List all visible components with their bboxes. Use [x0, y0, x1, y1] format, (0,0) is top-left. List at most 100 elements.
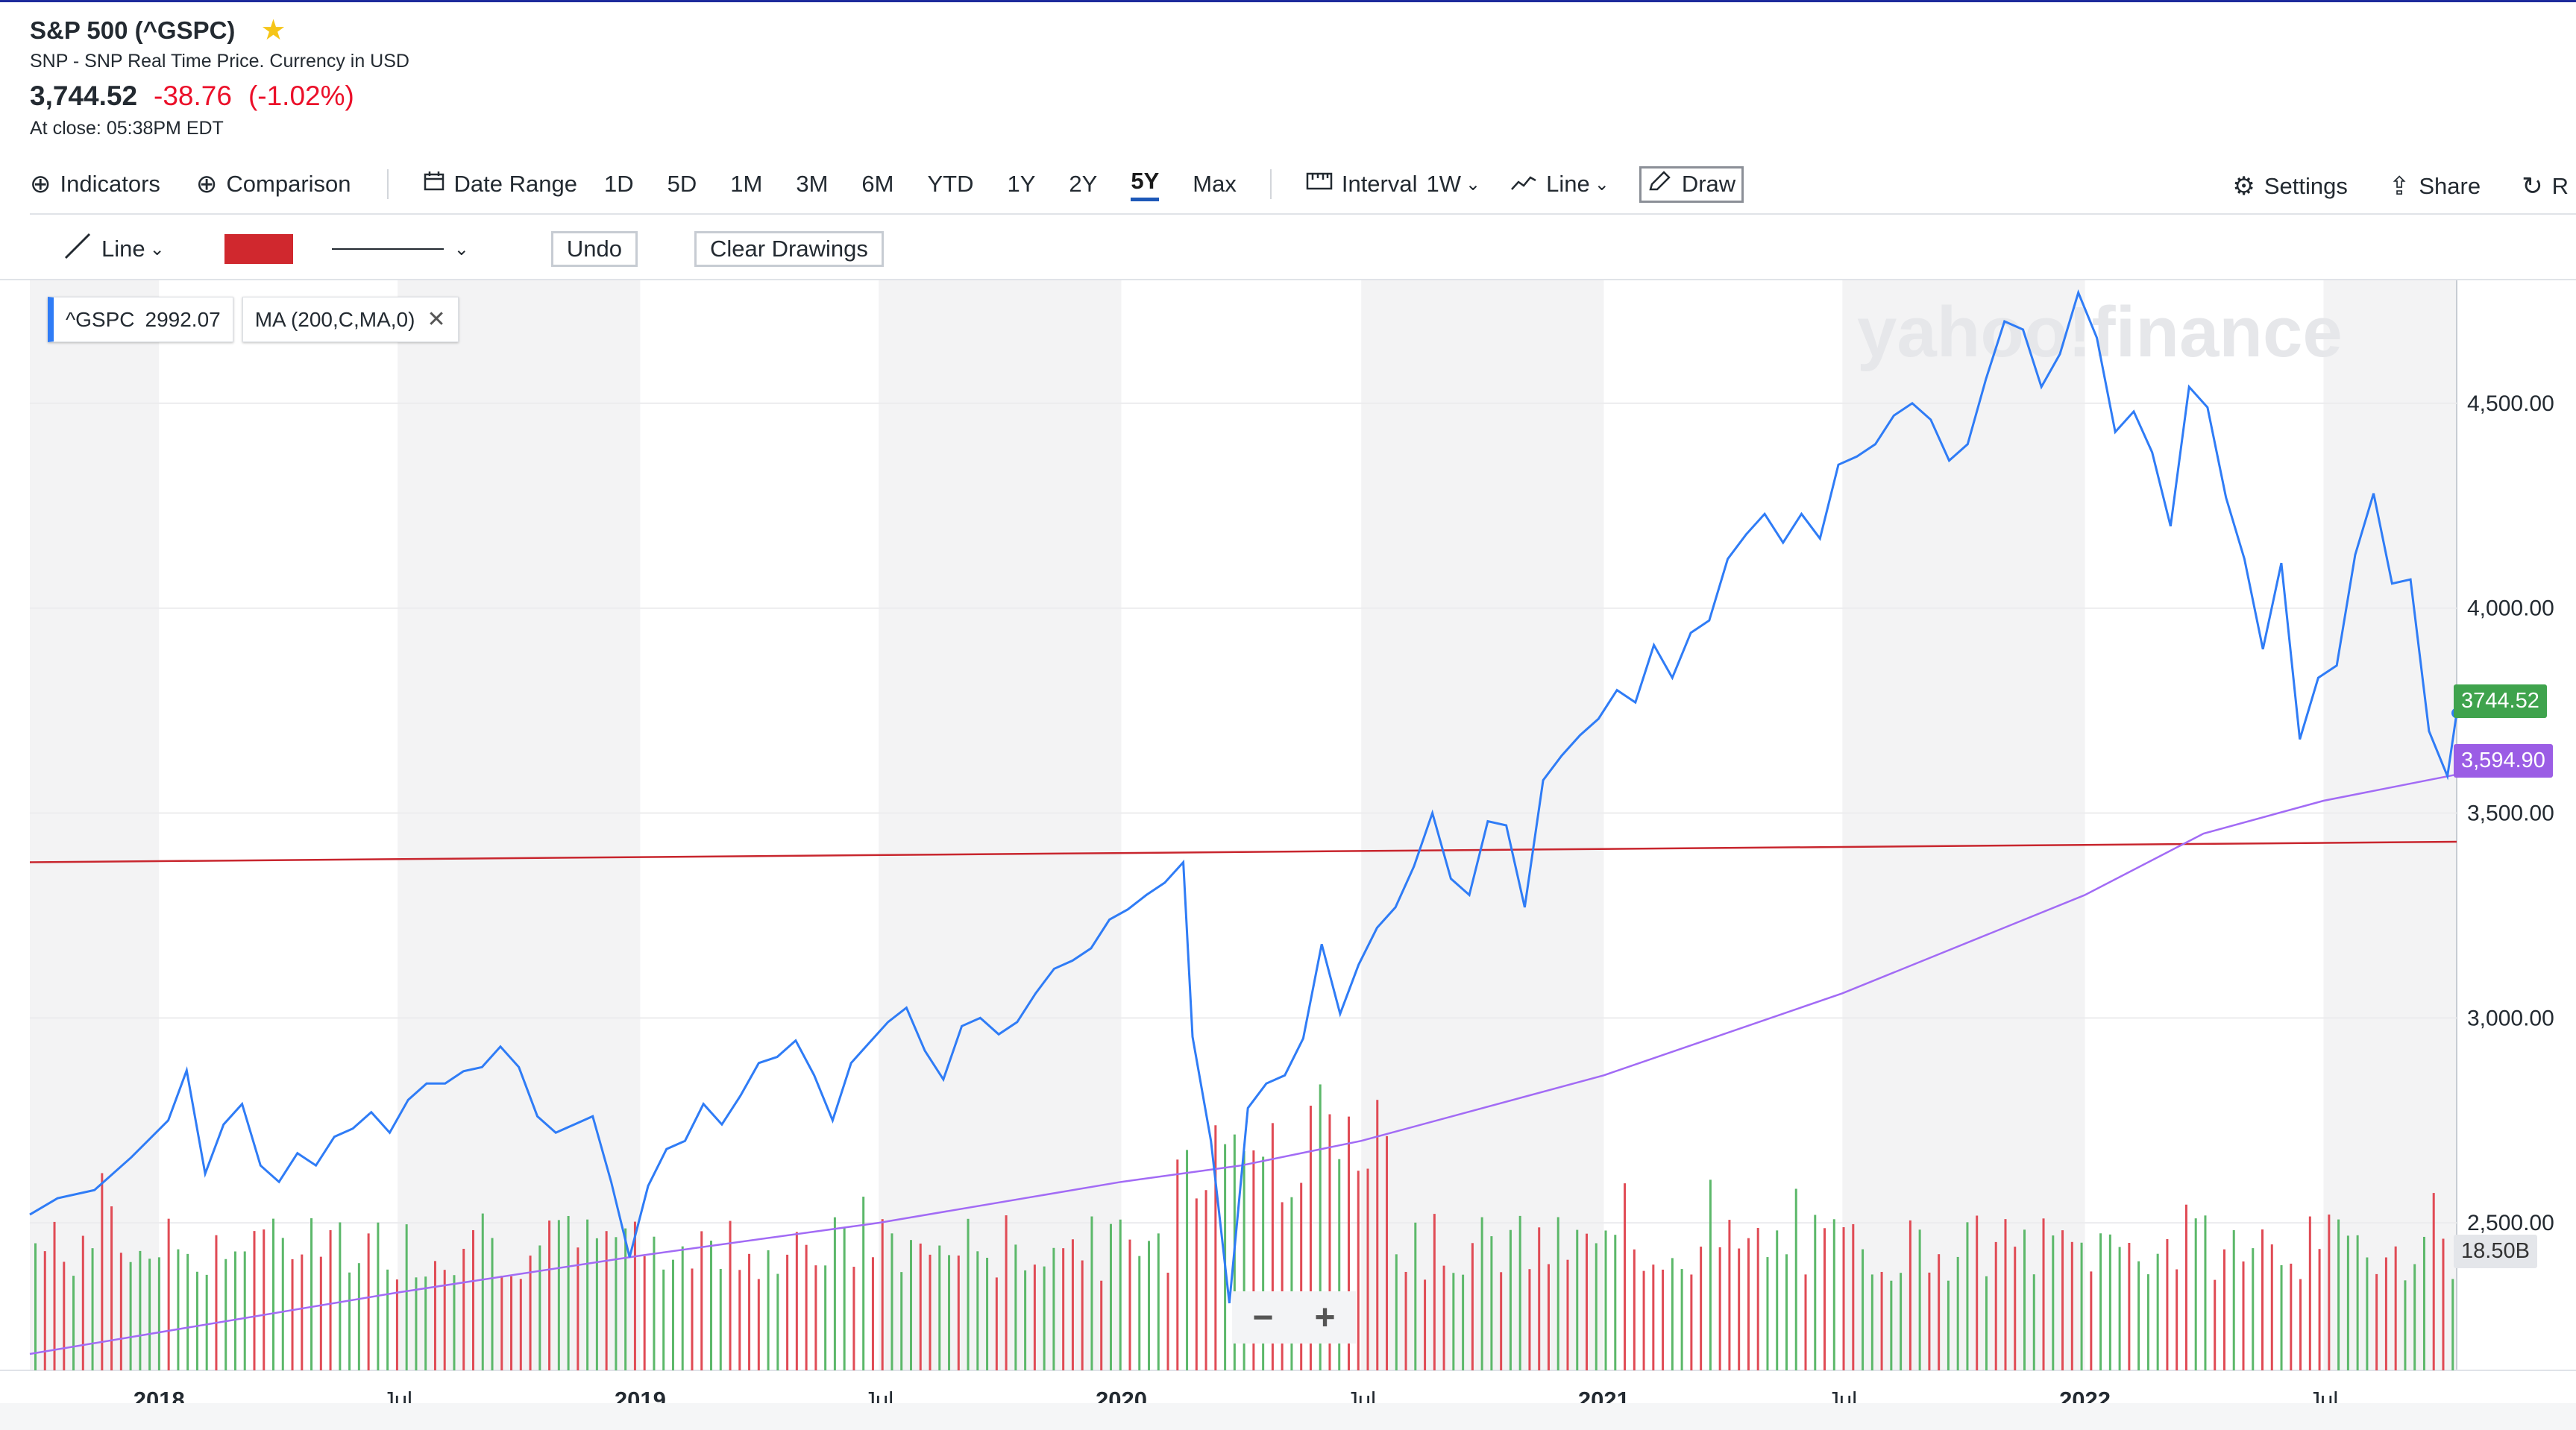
date-range-button[interactable]: Date Range	[423, 170, 577, 199]
volume-bar	[310, 1218, 313, 1370]
star-icon[interactable]: ★	[260, 15, 286, 46]
line-style-select[interactable]: ⌄	[331, 239, 469, 260]
volume-bar	[1424, 1279, 1427, 1370]
undo-button[interactable]: Undo	[550, 231, 638, 267]
volume-bar	[1776, 1230, 1779, 1370]
line-style-preview	[331, 248, 444, 250]
range-6m[interactable]: 6M	[861, 171, 894, 197]
volume-bar	[2204, 1215, 2207, 1370]
legend-symbol-value: 2992.07	[145, 307, 221, 331]
volume-bar	[2442, 1238, 2445, 1370]
range-1m[interactable]: 1M	[730, 171, 763, 197]
range-ytd[interactable]: YTD	[927, 171, 974, 197]
range-max[interactable]: Max	[1193, 171, 1237, 197]
volume-bar	[462, 1248, 465, 1370]
price-chart[interactable]: yahoo!finance 2,500.00 3,000.00 3,500.00 4,…	[0, 280, 2576, 1403]
range-3m[interactable]: 3M	[796, 171, 829, 197]
volume-bar	[2394, 1246, 2397, 1370]
legend-symbol[interactable]: ^GSPC 2992.07	[48, 297, 233, 342]
volume-bar	[719, 1268, 722, 1370]
volume-bar	[2166, 1238, 2169, 1370]
interval-button[interactable]: Interval 1W ⌄	[1306, 170, 1480, 199]
clear-drawings-button[interactable]: Clear Drawings	[694, 231, 884, 267]
drawn-trend-line[interactable]	[29, 840, 2457, 863]
zoom-in-button[interactable]: +	[1314, 1297, 1336, 1338]
volume-bar	[291, 1259, 294, 1370]
volume-bar	[510, 1276, 513, 1370]
share-button[interactable]: ⇪ Share	[2389, 171, 2481, 201]
volume-bar	[824, 1265, 827, 1370]
volume-bar	[748, 1253, 751, 1370]
volume-bar	[1690, 1274, 1693, 1370]
volume-bar	[1186, 1150, 1189, 1370]
volume-bar	[595, 1238, 598, 1370]
chart-type-button[interactable]: Line ⌄	[1510, 170, 1609, 199]
range-1y[interactable]: 1Y	[1007, 171, 1036, 197]
close-icon[interactable]: ✕	[427, 307, 446, 332]
volume-bar	[129, 1262, 132, 1370]
zoom-out-button[interactable]: −	[1252, 1297, 1274, 1338]
volume-bar	[2318, 1249, 2321, 1370]
volume-bar	[1395, 1254, 1398, 1370]
color-swatch[interactable]	[224, 234, 293, 264]
volume-bar	[2337, 1219, 2340, 1370]
x-tick-label: 2022	[2059, 1387, 2111, 1403]
volume-bar	[148, 1259, 151, 1370]
volume-bar	[1747, 1238, 1750, 1370]
volume-bar	[1386, 1136, 1389, 1370]
calendar-icon	[423, 170, 445, 199]
legend-ma[interactable]: MA (200,C,MA,0) ✕	[242, 297, 459, 342]
volume-flag: 18.50B	[2454, 1235, 2537, 1268]
price-line	[29, 289, 2458, 1304]
volume-bar	[519, 1279, 522, 1370]
volume-bar	[805, 1244, 808, 1370]
right-tools: ⚙ Settings ⇪ Share ↻ R	[2232, 171, 2576, 201]
volume-bar	[2451, 1279, 2454, 1370]
settings-button[interactable]: ⚙ Settings	[2232, 171, 2348, 201]
volume-bar	[662, 1269, 665, 1370]
volume-bar	[386, 1269, 389, 1370]
volume-bar	[1823, 1228, 1826, 1370]
volume-bar	[1148, 1241, 1151, 1370]
volume-bar	[1433, 1214, 1436, 1370]
volume-bar	[1918, 1229, 1921, 1370]
volume-bar	[1119, 1219, 1122, 1370]
volume-bar	[1509, 1229, 1512, 1370]
volume-bar	[1376, 1100, 1379, 1370]
reset-button[interactable]: ↻ R	[2522, 171, 2569, 201]
chart-legend: ^GSPC 2992.07 MA (200,C,MA,0) ✕	[48, 297, 468, 342]
toolbar-divider-line	[30, 213, 2576, 215]
last-price: 3,744.52	[30, 81, 138, 111]
volume-bar	[1842, 1227, 1845, 1370]
ruler-icon	[1306, 170, 1333, 199]
draw-button[interactable]: Draw	[1639, 166, 1744, 203]
range-1d[interactable]: 1D	[603, 171, 634, 197]
range-5d[interactable]: 5D	[667, 171, 697, 197]
volume-bar	[2052, 1235, 2055, 1370]
share-label: Share	[2419, 173, 2481, 199]
volume-bar	[1081, 1260, 1084, 1370]
yahoo-finance-watermark: yahoo!finance	[1857, 292, 2343, 372]
volume-bar	[1090, 1216, 1093, 1370]
legend-ma-label: MA (200,C,MA,0)	[254, 307, 415, 331]
volume-bar	[215, 1235, 218, 1370]
line-tool-button[interactable]: Line ⌄	[63, 231, 165, 268]
volume-bar	[1900, 1273, 1903, 1370]
volume-bar	[1281, 1202, 1284, 1370]
volume-bar	[319, 1256, 322, 1370]
indicators-button[interactable]: ⊕ Indicators	[30, 169, 160, 199]
volume-bar	[2194, 1218, 2197, 1370]
volume-bar	[1462, 1274, 1465, 1370]
comparison-button[interactable]: ⊕ Comparison	[196, 169, 351, 199]
volume-bar	[1357, 1171, 1360, 1370]
x-tick-label: Jul	[1828, 1387, 1858, 1403]
volume-bar	[929, 1254, 932, 1370]
volume-bar	[738, 1270, 741, 1370]
range-2y[interactable]: 2Y	[1069, 171, 1098, 197]
volume-bar	[2232, 1229, 2235, 1370]
range-5y[interactable]: 5Y	[1131, 168, 1160, 201]
volume-bar	[101, 1173, 104, 1370]
volume-bar	[1500, 1272, 1503, 1370]
x-tick-label: Jul	[1346, 1387, 1376, 1403]
volume-bar	[900, 1272, 903, 1370]
